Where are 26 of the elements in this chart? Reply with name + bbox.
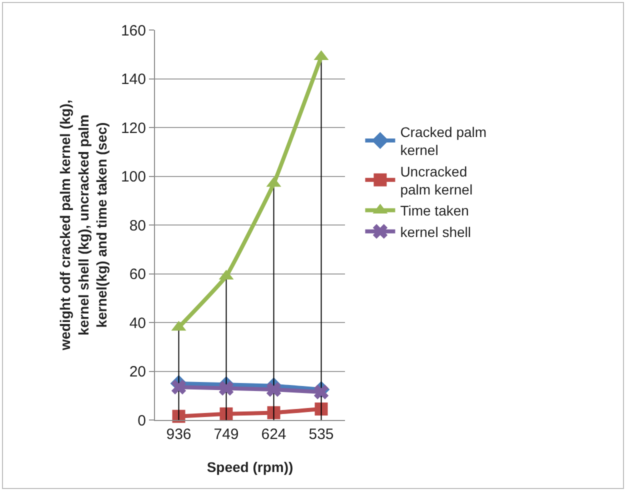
y-tick-label: 120 — [120, 120, 146, 137]
y-tick-label: 100 — [120, 168, 146, 186]
point — [267, 406, 280, 420]
x-axis-title: Speed (rpm)) — [206, 459, 294, 475]
point — [172, 410, 186, 423]
legend-label: Time taken — [400, 202, 469, 219]
x-tick-label: 749 — [214, 426, 239, 443]
y-tick-label: 60 — [129, 266, 146, 283]
y-tick-label: 40 — [129, 314, 146, 332]
point — [266, 382, 282, 397]
legend-label: Cracked palm kernel — [400, 124, 487, 158]
legend-label: Uncracked palm kernel — [400, 163, 473, 198]
y-tick-label: 20 — [129, 364, 146, 380]
x-tick-label: 535 — [308, 426, 334, 443]
point — [171, 380, 186, 394]
point — [218, 380, 234, 396]
point — [314, 402, 328, 416]
x-tick-label: 936 — [166, 426, 192, 443]
y-tick-label: 160 — [120, 22, 146, 40]
y-tick-label: 80 — [129, 217, 146, 234]
y-tick-label: 140 — [120, 71, 146, 88]
point — [314, 384, 329, 400]
x-tick-label: 624 — [261, 426, 286, 443]
y-tick-label: 0 — [138, 412, 146, 430]
y-axis-title: wedight odf cracked palm kernel (kg), kernel shell (kg), uncracked palm kernel(kg) and time taken (sec) — [57, 100, 110, 352]
legend-label: kernel shell — [400, 224, 472, 240]
